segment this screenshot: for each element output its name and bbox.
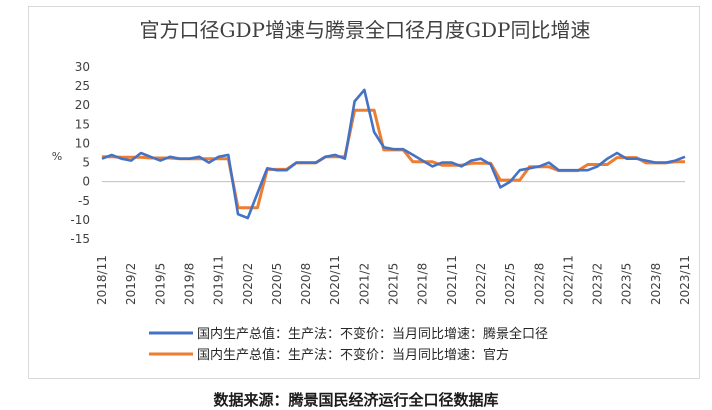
x-tick-label: 2019/8 [182, 263, 196, 305]
source-note: 数据来源：腾景国民经济运行全口径数据库 [213, 391, 499, 409]
legend-label: 国内生产总值：生产法：不变价：当月同比增速：腾景全口径 [197, 326, 548, 342]
x-tick-label: 2020/2 [241, 263, 255, 305]
y-tick-label: 30 [75, 60, 90, 74]
x-tick-label: 2021/2 [357, 263, 371, 305]
x-tick-label: 2022/8 [532, 263, 546, 305]
chart-title: 官方口径GDP增速与腾景全口径月度GDP同比增速 [140, 18, 591, 42]
y-tick-label: -15 [70, 232, 90, 246]
x-tick-label: 2022/2 [474, 263, 488, 305]
y-tick-label: 5 [82, 156, 90, 170]
x-tick-label: 2019/11 [212, 255, 226, 305]
x-tick-label: 2022/11 [561, 255, 575, 305]
y-tick-label: -10 [70, 213, 90, 227]
series-line-tengjing [101, 88, 686, 220]
x-tick-label: 2023/2 [591, 263, 605, 305]
x-tick-label: 2021/11 [445, 255, 459, 305]
x-tick-label: 2023/8 [649, 263, 663, 305]
x-tick-label: 2023/5 [620, 263, 634, 305]
y-tick-label: -5 [78, 194, 90, 208]
y-axis-label: % [52, 150, 62, 163]
y-tick-label: 0 [82, 175, 90, 189]
x-axis-ticks: 2018/11 2019/2 2019/5 2019/8 2019/11 2020/2 20… [95, 255, 692, 305]
x-tick-label: 2018/11 [95, 255, 109, 305]
chart-frame: 官方口径GDP增速与腾景全口径月度GDP同比增速 % 30 25 20 15 10 5 0 -… [28, 6, 700, 379]
y-tick-label: 15 [75, 117, 90, 131]
y-axis-ticks: 30 25 20 15 10 5 0 -5 -10 -15 [70, 60, 90, 246]
y-tick-label: 10 [75, 136, 90, 150]
y-tick-label: 20 [75, 98, 90, 112]
x-tick-label: 2020/8 [299, 263, 313, 305]
y-tick-label: 25 [75, 79, 90, 93]
x-tick-label: 2023/11 [678, 255, 692, 305]
x-tick-label: 2021/5 [387, 263, 401, 305]
legend: 国内生产总值：生产法：不变价：当月同比增速：腾景全口径国内生产总值：生产法：不变… [149, 326, 548, 363]
x-tick-label: 2019/5 [153, 263, 167, 305]
x-tick-label: 2022/5 [503, 263, 517, 305]
line-chart: 官方口径GDP增速与腾景全口径月度GDP同比增速 % 30 25 20 15 10 5 0 -… [52, 18, 692, 363]
legend-label: 国内生产总值：生产法：不变价：当月同比增速：官方 [197, 347, 509, 363]
x-tick-label: 2020/5 [270, 263, 284, 305]
x-tick-label: 2021/8 [416, 263, 430, 305]
x-tick-label: 2020/11 [328, 255, 342, 305]
series-lines [101, 88, 686, 220]
x-tick-label: 2019/2 [124, 263, 138, 305]
